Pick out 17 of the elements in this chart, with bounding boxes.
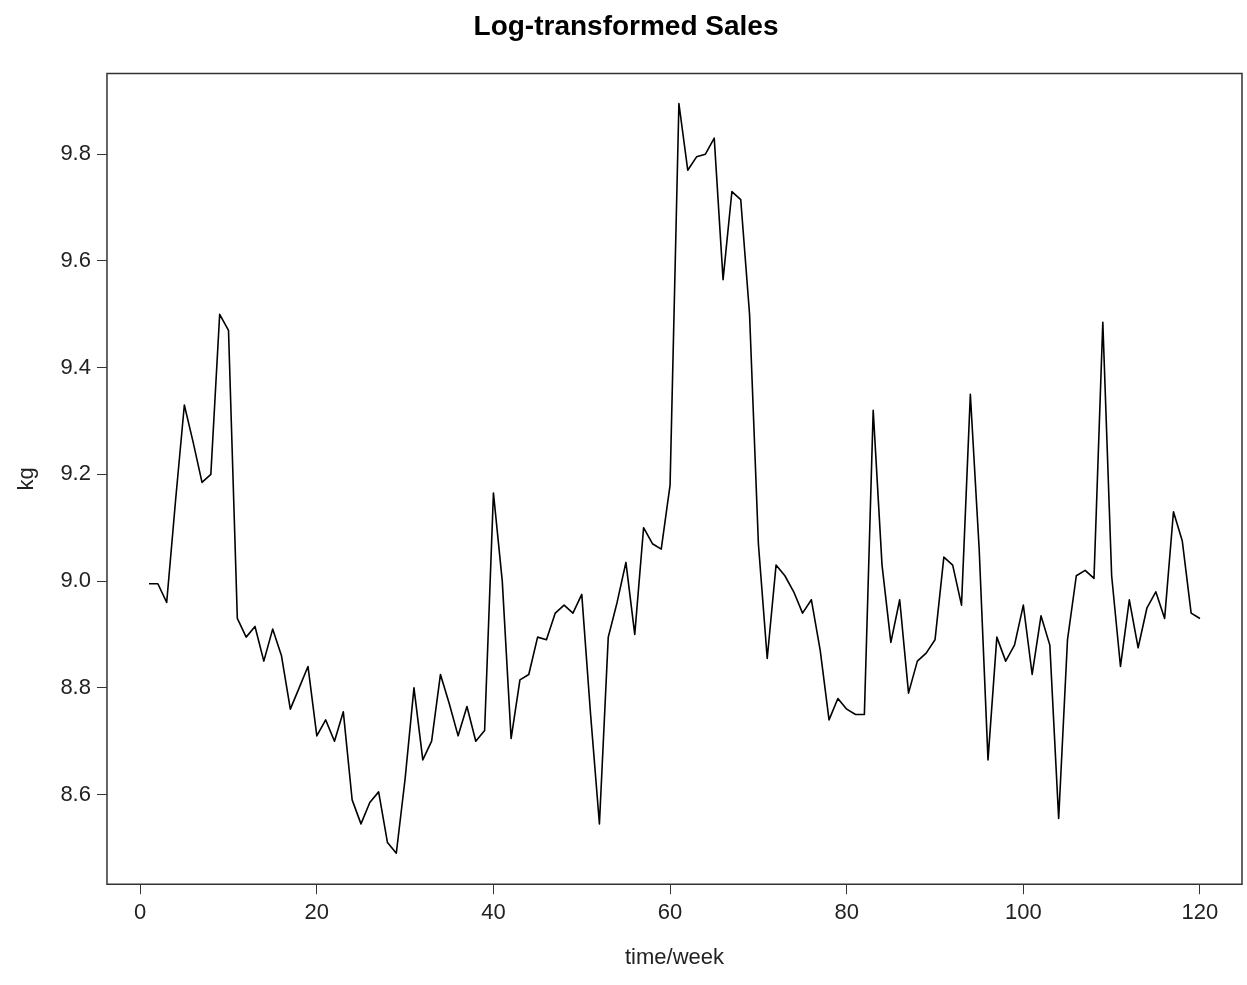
y-tick-label: 9.8 [60,140,91,166]
y-tick-label: 8.6 [60,780,91,806]
x-tick-label: 20 [304,899,330,925]
x-tick-label: 60 [657,899,683,925]
x-tick-label: 120 [1181,899,1219,925]
y-tick-label: 9.2 [60,460,91,486]
y-tick-label: 8.8 [60,673,91,699]
y-tick-label: 9.4 [60,353,91,379]
x-tick-label: 0 [134,899,147,925]
x-tick-label: 40 [481,899,506,925]
y-axis-title: kg [13,467,39,491]
x-tick-label: 100 [1004,899,1042,925]
y-tick-label: 9.6 [60,246,91,272]
y-tick-label: 9.0 [60,567,91,593]
x-axis-title: time/week [624,943,725,969]
chart-title: Log-transformed Sales [473,9,779,41]
x-tick-label: 80 [834,899,859,925]
